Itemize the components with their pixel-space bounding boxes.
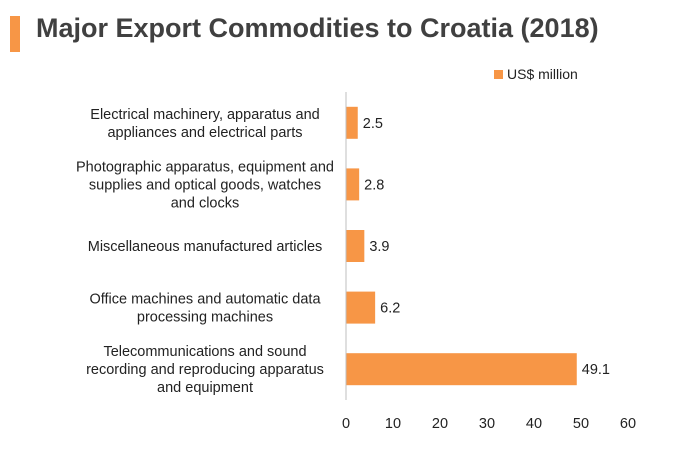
- category-label-2: Photographic apparatus, equipment and sup…: [76, 159, 334, 211]
- value-label-3: 3.9: [369, 239, 389, 255]
- category-label-line: Office machines and automatic data: [89, 292, 321, 308]
- legend-swatch: [494, 69, 503, 79]
- chart-title: Major Export Commodities to Croatia (201…: [36, 13, 599, 43]
- category-label-line: Photographic apparatus, equipment and: [76, 159, 334, 175]
- category-label-line: supplies and optical goods, watches: [89, 177, 321, 193]
- chart-legend: US$ million: [494, 66, 578, 82]
- category-label-line: processing machines: [137, 310, 273, 326]
- bar-5: [346, 353, 577, 386]
- category-label-line: and equipment: [157, 380, 253, 396]
- legend-label: US$ million: [507, 66, 578, 82]
- category-label-line: appliances and electrical parts: [107, 125, 302, 141]
- bar-1: [346, 106, 358, 139]
- bar-3: [346, 230, 365, 262]
- category-label-3: Miscellaneous manufactured articles: [88, 239, 323, 255]
- x-tick-label-30: 30: [479, 416, 495, 432]
- value-label-1: 2.5: [363, 116, 383, 132]
- x-tick-label-20: 20: [432, 416, 448, 432]
- category-label-1: Electrical machinery, apparatus and appli…: [90, 107, 319, 141]
- category-label-line: recording and reproducing apparatus: [86, 362, 324, 378]
- title-accent-bar: [10, 16, 20, 52]
- value-label-2: 2.8: [364, 177, 384, 193]
- category-label-4: Office machines and automatic data proces…: [89, 292, 321, 326]
- x-tick-label-40: 40: [526, 416, 542, 432]
- category-label-line: Electrical machinery, apparatus and: [90, 107, 319, 123]
- category-label-line: Telecommunications and sound: [103, 344, 306, 360]
- x-tick-label-0: 0: [342, 416, 350, 432]
- bar-4: [346, 291, 376, 324]
- category-label-5: Telecommunications and sound recording an…: [86, 344, 324, 396]
- category-label-line: Miscellaneous manufactured articles: [88, 239, 323, 255]
- x-tick-label-60: 60: [620, 416, 636, 432]
- x-tick-label-10: 10: [385, 416, 401, 432]
- bar-2: [346, 168, 360, 201]
- category-label-line: and clocks: [171, 195, 240, 211]
- value-label-5: 49.1: [582, 362, 610, 378]
- x-tick-label-50: 50: [573, 416, 589, 432]
- value-label-4: 6.2: [380, 301, 400, 317]
